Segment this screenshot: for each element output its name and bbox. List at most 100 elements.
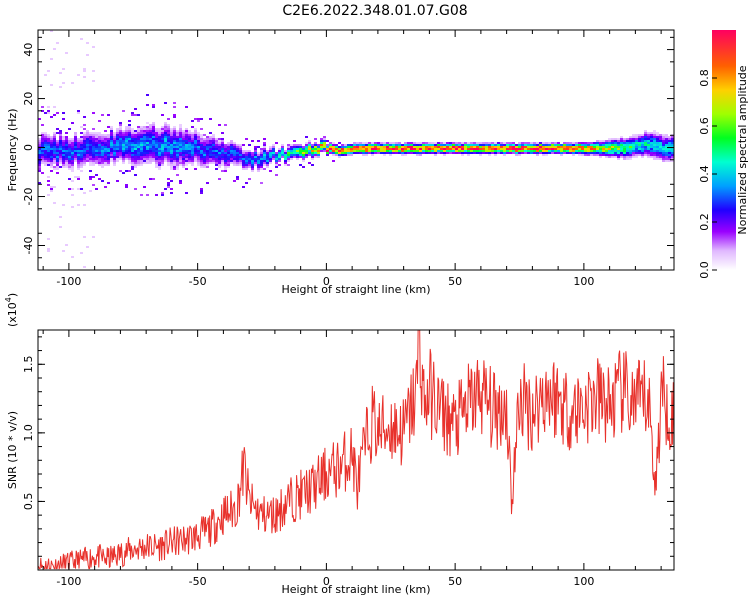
spectrogram-cell xyxy=(104,156,107,158)
spectrogram-cell xyxy=(671,152,674,154)
spectrogram-cell xyxy=(62,150,65,152)
spectrogram-cell xyxy=(245,150,248,152)
spectrogram-cell xyxy=(389,152,392,154)
spectrogram-cell xyxy=(620,144,623,146)
spectrogram-cell xyxy=(257,166,260,168)
spectrogram-cell xyxy=(614,156,617,158)
spectrogram-cell xyxy=(161,148,164,150)
spectrogram-cell xyxy=(113,134,116,136)
spectrogram-cell xyxy=(287,144,290,146)
spectrogram-cell xyxy=(65,140,68,142)
spectrogram-cell xyxy=(218,162,221,164)
spectrogram-cell xyxy=(95,138,98,140)
spectrogram-cell xyxy=(50,166,53,168)
spectrogram-cell xyxy=(200,152,203,154)
spectrogram-cell xyxy=(533,148,536,150)
spectrogram-cell xyxy=(560,154,563,156)
spectrogram-cell xyxy=(521,142,524,144)
spectrogram-cell xyxy=(164,138,167,140)
spectrogram-cell xyxy=(98,154,101,156)
spectrogram-cell xyxy=(158,148,161,150)
spectrogram-cell xyxy=(104,136,107,138)
spectrogram-cell xyxy=(353,150,356,152)
spectrogram-cell xyxy=(128,154,131,156)
spectrogram-cell xyxy=(56,166,59,168)
spectrogram-cell xyxy=(347,144,350,146)
spectrogram-cell xyxy=(332,152,335,154)
spectrogram-cell xyxy=(41,124,44,126)
spectrogram-cell xyxy=(311,156,314,158)
spectrogram-cell xyxy=(248,178,251,180)
spectrogram-cell xyxy=(146,148,149,150)
spectrogram-cell xyxy=(446,148,449,150)
spectrogram-cell xyxy=(140,152,143,154)
spectrogram-cell xyxy=(146,142,149,144)
spectrogram-cell xyxy=(158,132,161,134)
spectrogram-cell xyxy=(89,170,92,172)
spectrogram-cell xyxy=(77,176,80,178)
spectrogram-cell xyxy=(443,146,446,148)
spectrogram-cell xyxy=(464,144,467,146)
spectrogram-cell xyxy=(137,152,140,154)
spectrogram-cell xyxy=(509,148,512,150)
spectrogram-cell xyxy=(317,150,320,152)
spectrogram-cell xyxy=(389,154,392,156)
spectrogram-cell xyxy=(86,144,89,146)
spectrogram-cell xyxy=(665,136,668,138)
spectrogram-cell xyxy=(653,130,656,132)
spectrogram-cell xyxy=(581,148,584,150)
spectrogram-cell xyxy=(110,128,113,130)
spectrogram-cell xyxy=(308,162,311,164)
spectrogram-cell xyxy=(503,148,506,150)
spectrogram-cell xyxy=(449,142,452,144)
spectrogram-cell xyxy=(80,158,83,160)
spectrogram-cell xyxy=(80,140,83,142)
spectrogram-cell xyxy=(287,146,290,148)
spectrogram-cell xyxy=(185,130,188,132)
spectrogram-cell xyxy=(89,136,92,138)
spectrogram-cell xyxy=(485,142,488,144)
spectrogram-cell xyxy=(671,136,674,138)
spectrogram-cell xyxy=(131,156,134,158)
spectrogram-cell xyxy=(671,154,674,156)
spectrogram-cell xyxy=(431,142,434,144)
spectrogram-cell xyxy=(590,142,593,144)
spectrogram-cell xyxy=(56,152,59,154)
spectrogram-cell xyxy=(254,162,257,164)
spectrogram-cell xyxy=(452,148,455,150)
spectrogram-cell xyxy=(266,166,269,168)
spectrogram-cell xyxy=(170,164,173,166)
spectrogram-cell xyxy=(98,144,101,146)
spectrogram-cell xyxy=(146,132,149,134)
spectrogram-cell xyxy=(176,136,179,138)
spectrogram-cell xyxy=(167,132,170,134)
spectrogram-cell xyxy=(560,148,563,150)
spectrogram-cell xyxy=(302,160,305,162)
spectrogram-cell xyxy=(380,150,383,152)
spectrogram-cell xyxy=(668,160,671,162)
spectrogram-cell xyxy=(164,156,167,158)
spectrogram-cell xyxy=(365,148,368,150)
spectrogram-cell xyxy=(170,148,173,150)
spectrogram-cell xyxy=(386,152,389,154)
spectrogram-cell xyxy=(158,156,161,158)
spectrogram-cell xyxy=(116,154,119,156)
spectrogram-cell xyxy=(221,146,224,148)
spectrogram-cell xyxy=(458,146,461,148)
spectrogram-cell xyxy=(71,150,74,152)
spectrogram-cell xyxy=(275,162,278,164)
spectrogram-cell xyxy=(83,142,86,144)
spectrogram-cell xyxy=(428,146,431,148)
spectrogram-cell xyxy=(149,128,152,130)
spectrogram-cell xyxy=(242,154,245,156)
spectrogram-cell xyxy=(566,152,569,154)
spectrogram-cell xyxy=(617,138,620,140)
spectrogram-cell xyxy=(197,142,200,144)
spectrogram-cell xyxy=(113,152,116,154)
spectrogram-cell xyxy=(194,138,197,140)
spectrogram-cell xyxy=(599,144,602,146)
spectrogram-cell xyxy=(566,148,569,150)
spectrogram-cell xyxy=(482,144,485,146)
spectrogram-cell xyxy=(281,152,284,154)
spectrogram-cell xyxy=(209,148,212,150)
